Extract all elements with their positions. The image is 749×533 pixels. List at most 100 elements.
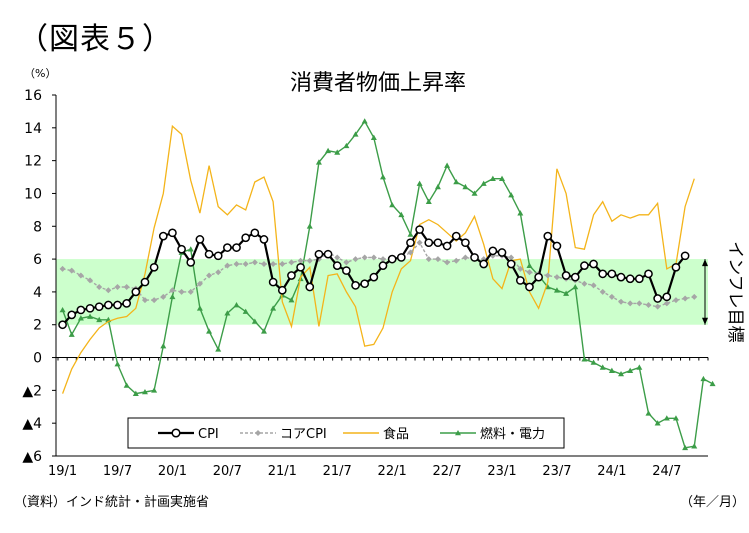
data-point <box>608 293 615 300</box>
data-point <box>196 305 203 311</box>
data-point <box>515 276 525 285</box>
data-point <box>68 331 75 337</box>
data-point <box>526 269 533 276</box>
data-point <box>215 269 222 276</box>
data-point <box>590 282 597 289</box>
data-point <box>242 308 249 314</box>
data-point <box>508 192 515 198</box>
data-point <box>223 243 232 252</box>
data-point <box>654 303 661 310</box>
data-point <box>151 297 158 304</box>
data-point <box>334 254 341 261</box>
data-point <box>59 265 66 272</box>
data-point <box>87 313 94 319</box>
data-point <box>599 364 606 370</box>
data-point <box>343 259 350 266</box>
data-point <box>369 272 379 282</box>
data-point <box>241 233 251 243</box>
data-point <box>351 280 360 290</box>
data-point <box>489 175 496 181</box>
data-point <box>94 302 104 312</box>
data-point <box>195 235 205 244</box>
data-point <box>96 316 103 323</box>
data-point <box>451 231 461 241</box>
data-point <box>663 415 670 421</box>
y-axis-unit: （%） <box>24 67 56 80</box>
data-point <box>206 272 213 279</box>
x-tick-label: 20/7 <box>213 464 242 479</box>
y-tick-label: ▲6 <box>22 449 42 465</box>
data-point <box>114 283 121 290</box>
data-point <box>288 297 295 303</box>
data-point <box>206 328 213 334</box>
data-point <box>479 259 489 269</box>
data-point <box>251 318 258 324</box>
data-point <box>672 297 679 304</box>
data-point <box>352 256 359 263</box>
source-note: （資料）インド統計・計画実施省 <box>14 495 210 510</box>
data-point <box>58 320 67 330</box>
data-point <box>517 210 524 216</box>
data-point <box>140 277 150 287</box>
data-point <box>654 420 661 426</box>
data-point <box>287 271 296 280</box>
x-tick-label: 19/7 <box>103 464 132 479</box>
data-point <box>645 302 652 309</box>
data-point <box>497 248 507 257</box>
data-point <box>672 415 679 421</box>
data-point <box>149 262 159 272</box>
data-point <box>563 290 570 296</box>
data-point <box>544 272 551 279</box>
data-point <box>561 271 571 280</box>
data-point <box>625 274 635 284</box>
data-point <box>131 287 141 297</box>
data-point <box>407 231 414 237</box>
data-point <box>259 235 269 244</box>
data-point <box>671 262 681 272</box>
x-tick-label: 22/7 <box>432 464 461 479</box>
data-point <box>709 380 716 387</box>
y-tick-label: 14 <box>24 121 42 137</box>
data-point <box>279 261 286 268</box>
data-point <box>572 283 579 290</box>
data-point <box>187 288 194 295</box>
data-point <box>251 259 258 266</box>
data-point <box>224 310 231 316</box>
data-point <box>132 390 139 396</box>
data-point <box>407 249 414 256</box>
data-point <box>525 282 534 292</box>
y-tick-label: 16 <box>24 88 42 104</box>
data-point <box>196 280 203 287</box>
data-point <box>77 315 84 321</box>
data-point <box>186 258 196 267</box>
data-point <box>168 228 177 238</box>
data-point <box>270 305 277 311</box>
data-point <box>380 256 386 263</box>
data-point <box>433 238 443 248</box>
legend-label: CPI <box>198 427 219 442</box>
data-point <box>580 261 589 271</box>
data-point <box>645 410 652 416</box>
x-tick-label: 19/1 <box>48 464 77 479</box>
x-tick-label: 24/7 <box>652 464 681 479</box>
legend-marker <box>171 428 181 438</box>
data-point <box>416 180 423 186</box>
chart-title: 消費者物価上昇率 <box>290 71 466 96</box>
figure-label: （図表５） <box>18 22 173 57</box>
x-tick-label: 22/1 <box>378 464 407 479</box>
data-point <box>434 256 441 263</box>
data-point <box>297 257 304 264</box>
data-point <box>517 265 524 272</box>
data-point <box>204 249 214 259</box>
data-point <box>342 266 351 275</box>
data-point <box>85 303 95 313</box>
data-point <box>653 294 662 303</box>
data-point <box>288 259 295 266</box>
x-tick-label: 20/1 <box>158 464 187 479</box>
x-tick-label: 23/1 <box>487 464 516 479</box>
series-line <box>62 241 695 308</box>
data-point <box>590 359 597 365</box>
data-point <box>334 149 341 155</box>
x-axis-unit: （年／月） <box>680 495 746 510</box>
